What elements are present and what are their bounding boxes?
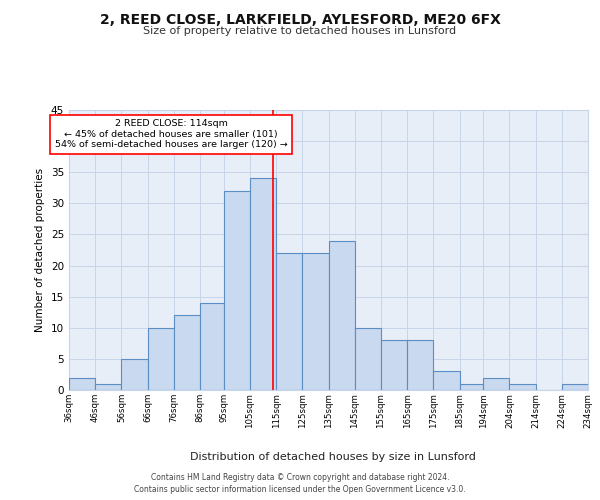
Bar — [121, 359, 148, 390]
Bar — [174, 316, 200, 390]
Bar — [407, 340, 433, 390]
Text: Contains HM Land Registry data © Crown copyright and database right 2024.
Contai: Contains HM Land Registry data © Crown c… — [134, 472, 466, 494]
Bar — [148, 328, 174, 390]
Bar — [224, 191, 250, 390]
Y-axis label: Number of detached properties: Number of detached properties — [35, 168, 46, 332]
Bar — [276, 253, 302, 390]
Text: 2, REED CLOSE, LARKFIELD, AYLESFORD, ME20 6FX: 2, REED CLOSE, LARKFIELD, AYLESFORD, ME2… — [100, 12, 500, 26]
Text: Distribution of detached houses by size in Lunsford: Distribution of detached houses by size … — [190, 452, 476, 462]
Bar — [509, 384, 536, 390]
Bar — [355, 328, 381, 390]
Bar — [329, 240, 355, 390]
Text: 2 REED CLOSE: 114sqm
← 45% of detached houses are smaller (101)
54% of semi-deta: 2 REED CLOSE: 114sqm ← 45% of detached h… — [55, 120, 287, 149]
Bar — [381, 340, 407, 390]
Bar — [69, 378, 95, 390]
Bar — [95, 384, 121, 390]
Bar — [200, 303, 224, 390]
Bar — [302, 253, 329, 390]
Bar — [433, 372, 460, 390]
Bar — [250, 178, 276, 390]
Bar — [483, 378, 509, 390]
Bar — [562, 384, 588, 390]
Bar — [460, 384, 483, 390]
Text: Size of property relative to detached houses in Lunsford: Size of property relative to detached ho… — [143, 26, 457, 36]
